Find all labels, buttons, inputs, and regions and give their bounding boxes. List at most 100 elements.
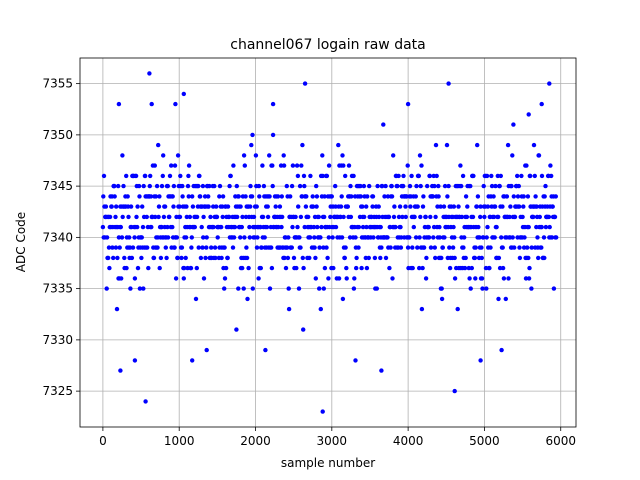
data-point	[542, 194, 547, 199]
data-point	[242, 235, 247, 240]
data-point	[163, 245, 168, 250]
data-point	[519, 173, 524, 179]
data-point	[321, 286, 326, 291]
data-point	[364, 224, 369, 230]
data-point	[290, 224, 295, 230]
y-axis: 7325 7330 7335 7340 7345 7350 7355	[42, 77, 80, 398]
data-point	[433, 142, 439, 148]
data-point	[267, 153, 272, 158]
data-point	[193, 296, 199, 302]
data-point	[159, 224, 164, 230]
data-point	[120, 214, 125, 220]
data-point	[203, 255, 208, 261]
y-tick-label: 7340	[42, 230, 73, 244]
data-point	[432, 183, 437, 189]
data-point	[282, 255, 287, 261]
data-point	[132, 276, 138, 281]
data-point	[554, 235, 559, 240]
data-point	[124, 265, 129, 271]
data-point	[116, 183, 121, 189]
data-point	[478, 204, 483, 209]
data-point	[526, 112, 531, 117]
data-point	[311, 224, 317, 230]
data-point	[431, 235, 436, 240]
data-point	[526, 255, 531, 261]
data-point	[240, 265, 245, 271]
data-point	[190, 194, 195, 199]
data-point	[499, 347, 504, 353]
data-point	[308, 173, 313, 179]
data-point	[127, 235, 132, 240]
data-point	[542, 255, 547, 261]
data-point	[247, 235, 252, 240]
data-point	[470, 214, 476, 220]
data-point	[227, 214, 232, 220]
data-point	[409, 173, 414, 179]
data-point	[339, 235, 345, 240]
data-point	[549, 173, 554, 179]
data-point	[188, 265, 194, 271]
data-point	[488, 245, 493, 250]
data-point	[500, 245, 505, 250]
data-point	[475, 194, 481, 199]
data-point	[146, 265, 151, 271]
data-point	[504, 194, 510, 199]
data-point	[194, 265, 199, 271]
data-point	[104, 235, 110, 240]
data-point	[508, 204, 513, 209]
data-point	[112, 183, 117, 189]
data-point	[484, 173, 490, 179]
data-point	[385, 194, 391, 199]
data-point	[211, 224, 216, 230]
data-point	[452, 388, 457, 394]
data-point	[489, 183, 495, 189]
data-point	[398, 224, 403, 230]
data-point	[145, 245, 150, 250]
data-point	[340, 153, 345, 158]
data-point	[452, 255, 457, 261]
data-point	[371, 235, 376, 240]
data-point	[153, 214, 158, 220]
data-point	[330, 235, 335, 240]
data-point	[359, 265, 364, 271]
data-point	[301, 173, 307, 179]
data-point	[438, 204, 443, 209]
data-point	[151, 255, 157, 261]
data-point	[326, 163, 332, 168]
data-point	[356, 245, 361, 250]
data-point	[149, 101, 154, 107]
data-point	[220, 194, 226, 199]
data-point	[447, 245, 452, 250]
data-point	[356, 224, 362, 230]
data-point	[300, 255, 305, 261]
data-point	[407, 235, 412, 240]
data-point	[231, 163, 236, 168]
data-point	[354, 255, 359, 261]
data-point	[347, 235, 353, 240]
data-point	[452, 276, 458, 281]
plot-frame	[79, 57, 577, 428]
data-point	[411, 224, 416, 230]
data-point	[144, 214, 149, 220]
data-point	[200, 245, 205, 250]
data-point	[325, 255, 330, 261]
data-point	[497, 183, 502, 189]
data-point	[442, 235, 447, 240]
data-point	[143, 173, 148, 179]
data-point	[374, 286, 379, 291]
data-point	[134, 214, 139, 220]
data-point	[539, 245, 544, 250]
data-point	[270, 183, 275, 189]
data-point	[493, 183, 498, 189]
data-point	[270, 163, 275, 168]
data-point	[360, 224, 366, 230]
data-point	[314, 183, 319, 189]
data-point	[173, 276, 179, 281]
data-point	[343, 245, 348, 250]
data-point	[539, 101, 544, 107]
data-point	[494, 224, 499, 230]
data-point	[114, 204, 119, 209]
data-point	[162, 204, 168, 209]
data-point	[375, 183, 380, 189]
data-point	[430, 194, 436, 199]
